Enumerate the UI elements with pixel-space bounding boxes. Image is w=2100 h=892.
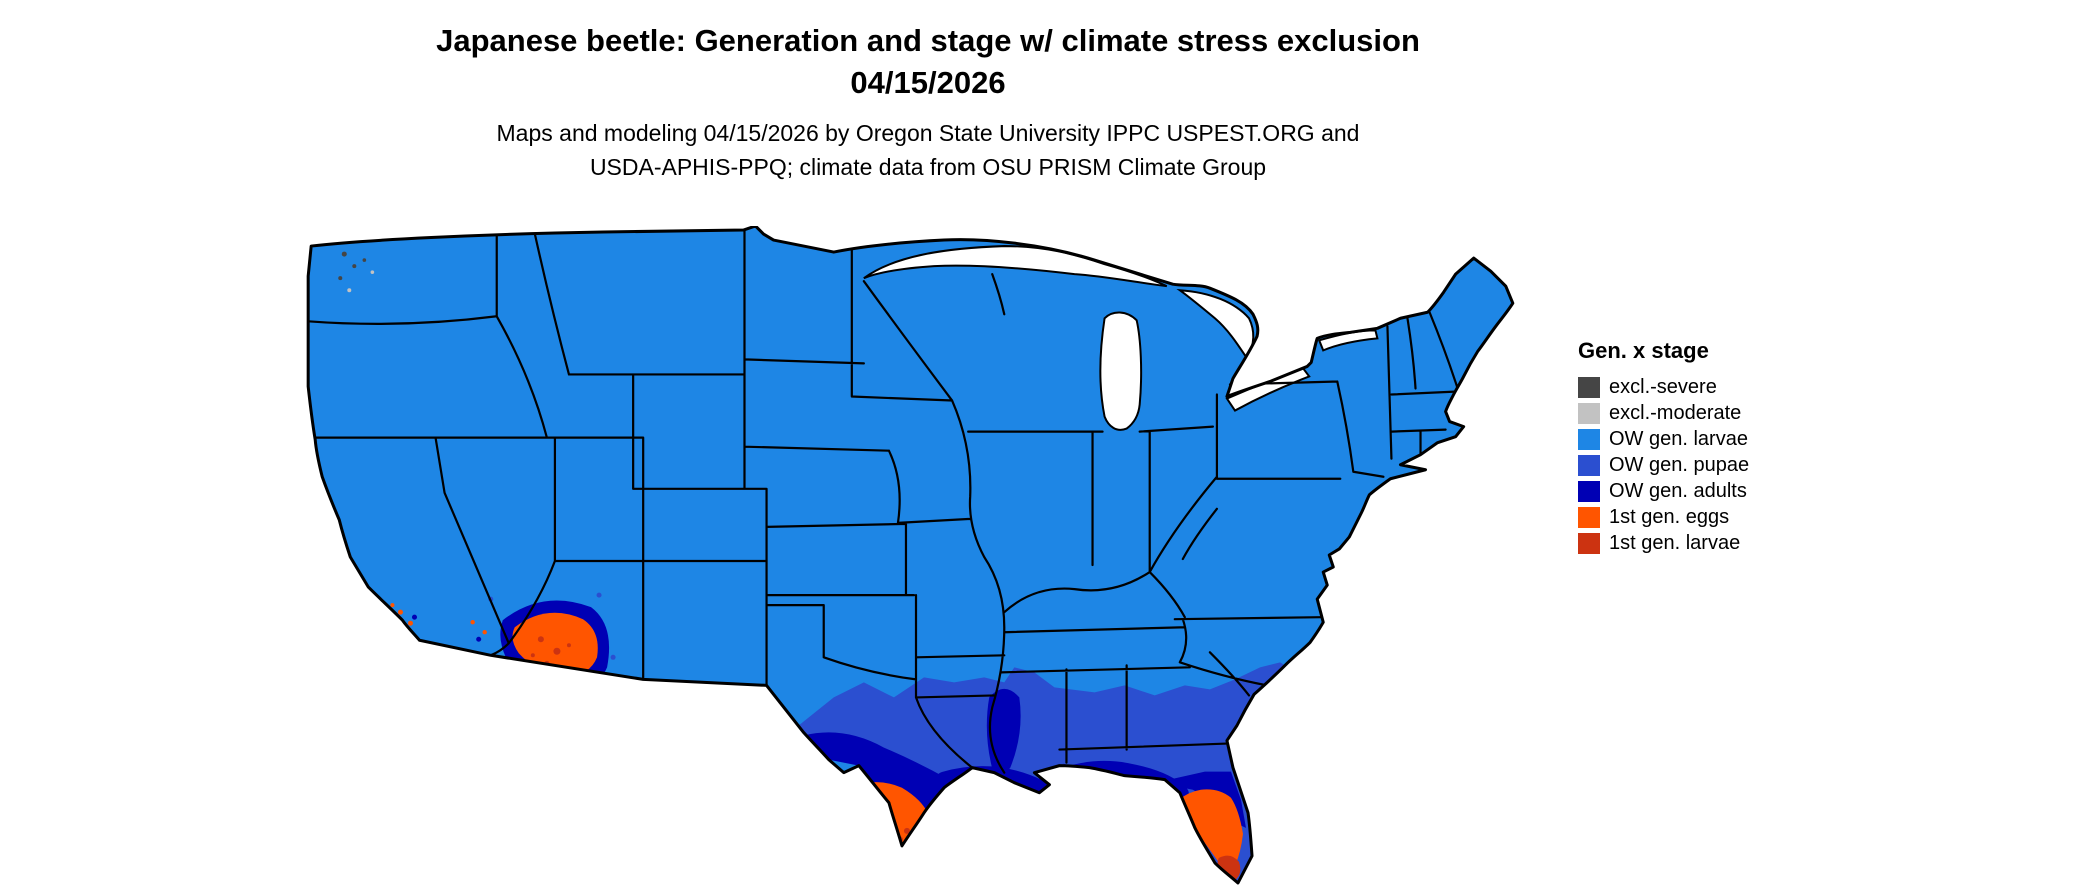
- legend-swatch-ow-pupae: [1578, 454, 1600, 476]
- legend-label: excl.-severe: [1609, 375, 1717, 398]
- legend-item: OW gen. adults: [1578, 478, 1838, 504]
- map-subtitle-block: Maps and modeling 04/15/2026 by Oregon S…: [0, 116, 1856, 184]
- lake-ontario: [1317, 329, 1379, 352]
- legend-swatch-first-larvae: [1578, 532, 1600, 554]
- us-map: [300, 226, 1528, 888]
- legend-item: 1st gen. eggs: [1578, 504, 1838, 530]
- legend-item: excl.-moderate: [1578, 400, 1838, 426]
- legend-title: Gen. x stage: [1578, 338, 1709, 363]
- legend-label: excl.-moderate: [1609, 401, 1742, 424]
- lake-michigan: [1099, 311, 1143, 431]
- legend: Gen. x stage excl.-severe excl.-moderate…: [1578, 338, 1838, 556]
- map-speckles-excl-severe: [338, 251, 367, 281]
- legend-swatch-ow-adults: [1578, 480, 1600, 502]
- legend-item: 1st gen. larvae: [1578, 530, 1838, 556]
- map-date: 04/15/2026: [850, 65, 1006, 100]
- legend-item: OW gen. pupae: [1578, 452, 1838, 478]
- map-credit-line-1: Maps and modeling 04/15/2026 by Oregon S…: [496, 120, 1360, 146]
- us-outline: [306, 226, 1515, 885]
- map-title: Japanese beetle: Generation and stage w/…: [436, 23, 1420, 58]
- legend-item: excl.-severe: [1578, 374, 1838, 400]
- state-borders: [308, 228, 1459, 774]
- map-title-block: Japanese beetle: Generation and stage w/…: [0, 20, 1856, 104]
- legend-swatch-excl-moderate: [1578, 402, 1600, 424]
- legend-swatch-eggs: [1578, 506, 1600, 528]
- us-map-svg: [306, 226, 1515, 885]
- legend-label: 1st gen. eggs: [1609, 505, 1730, 528]
- map-credit-line-2: USDA-APHIS-PPQ; climate data from OSU PR…: [589, 154, 1267, 180]
- map-region-ow-pupae: [798, 662, 1286, 883]
- legend-label: 1st gen. larvae: [1609, 531, 1741, 554]
- map-speckles-excl-moderate: [347, 270, 375, 293]
- legend-label: OW gen. larvae: [1609, 427, 1748, 450]
- legend-item: OW gen. larvae: [1578, 426, 1838, 452]
- legend-label: OW gen. adults: [1609, 479, 1747, 502]
- legend-swatch-ow-larvae: [1578, 428, 1600, 450]
- legend-label: OW gen. pupae: [1609, 453, 1750, 476]
- great-lakes: [863, 245, 1379, 431]
- legend-swatch-excl-severe: [1578, 376, 1600, 398]
- lake-superior: [863, 245, 1168, 288]
